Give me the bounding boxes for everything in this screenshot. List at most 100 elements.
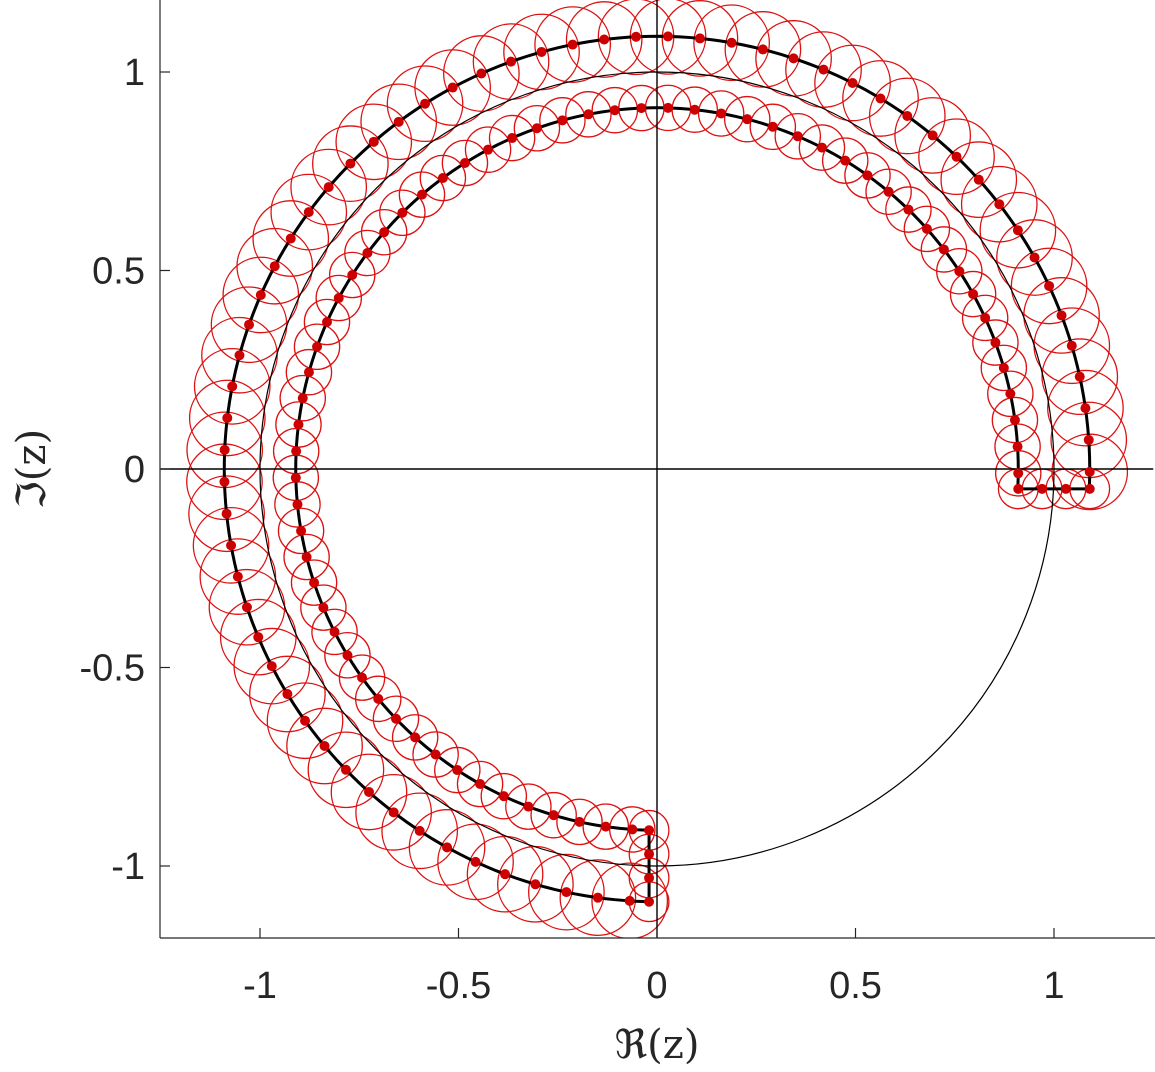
quadrature-point xyxy=(726,37,737,48)
quadrature-point xyxy=(875,93,886,104)
quadrature-point xyxy=(583,109,594,120)
quadrature-point xyxy=(442,842,453,853)
quadrature-circle xyxy=(979,191,1057,269)
quadrature-point xyxy=(742,114,753,125)
quadrature-point xyxy=(234,350,245,361)
quadrature-point xyxy=(483,144,494,155)
y-axis-label: ℑ(z) xyxy=(9,429,55,509)
quadrature-circle xyxy=(466,835,544,913)
y-tick-label: 0 xyxy=(124,449,145,491)
quadrature-circle xyxy=(480,772,528,820)
quadrature-point xyxy=(447,82,458,93)
quadrature-point xyxy=(1005,388,1016,399)
quadrature-circle xyxy=(328,251,376,299)
quadrature-circle xyxy=(865,168,912,216)
y-tick-label: 0.5 xyxy=(92,251,145,293)
x-tick-label: -0.5 xyxy=(426,965,491,1007)
quadrature-point xyxy=(557,115,568,126)
quadrature-circle xyxy=(419,154,467,202)
quadrature-point xyxy=(222,412,233,423)
quadrature-circle xyxy=(996,219,1073,296)
quadrature-point xyxy=(1074,371,1085,382)
quadrature-circle xyxy=(724,11,802,88)
quadrature-circle xyxy=(360,83,438,161)
quadrature-point xyxy=(363,786,374,797)
quadrature-point xyxy=(840,155,851,166)
quadrature-circle xyxy=(354,675,402,723)
quadrature-circle xyxy=(591,862,669,938)
quadrature-circle xyxy=(277,507,325,555)
quadrature-point xyxy=(329,626,340,637)
quadrature-point xyxy=(227,381,238,392)
quadrature-point xyxy=(373,693,384,704)
quadrature-point xyxy=(1037,483,1048,494)
quadrature-point xyxy=(663,102,674,113)
quadrature-circles-layer xyxy=(186,0,1129,938)
quadrature-point xyxy=(297,393,308,404)
quadrature-point xyxy=(523,801,534,812)
quadrature-point xyxy=(470,856,481,867)
quadrature-point xyxy=(530,879,541,890)
quadrature-circle xyxy=(559,859,637,937)
quadrature-point xyxy=(416,189,427,200)
quadrature-point xyxy=(300,715,311,726)
quadrature-point xyxy=(362,248,373,259)
quadrature-point xyxy=(333,293,344,304)
quadrature-point xyxy=(506,56,517,67)
quadrature-circle xyxy=(266,682,344,760)
quadrature-circle xyxy=(330,753,408,831)
quadrature-point xyxy=(390,713,401,724)
quadrature-point xyxy=(241,602,252,613)
quadrature-point xyxy=(420,98,431,109)
quadrature-point xyxy=(1029,252,1040,263)
quadrature-circle xyxy=(488,114,536,162)
quadrature-circle xyxy=(188,475,265,553)
y-tick-label: 1 xyxy=(124,52,145,94)
quadrature-circle xyxy=(528,853,605,931)
quadrature-circle xyxy=(513,104,561,152)
quadrature-circle xyxy=(1041,338,1119,416)
quadrature-circle xyxy=(290,559,338,606)
quadrature-point xyxy=(644,849,655,860)
quadrature-point xyxy=(476,68,487,79)
quadrature-circle xyxy=(1047,369,1124,447)
quadrature-circle xyxy=(408,809,486,886)
quadrature-point xyxy=(357,672,368,683)
quadrature-point xyxy=(414,825,425,836)
quadrature-point xyxy=(219,444,230,455)
quadrature-point xyxy=(663,31,674,42)
quadrature-circle xyxy=(315,274,363,322)
tick-labels-layer: -1 -0.5 0 0.5 1 -1 -0.5 0 0.5 1 xyxy=(80,52,1065,1007)
quadrature-circle xyxy=(565,91,612,138)
quadrature-point xyxy=(636,103,647,114)
quadrature-circle xyxy=(723,95,771,143)
quadrature-point xyxy=(309,577,320,588)
quadrature-circle xyxy=(556,798,603,846)
quadrature-point xyxy=(609,105,620,116)
quadrature-point xyxy=(266,661,277,672)
quadrature-circle xyxy=(279,374,327,422)
quadrature-point xyxy=(219,476,230,487)
quadrature-circle xyxy=(961,294,1009,342)
quadrature-point xyxy=(767,121,778,132)
quadrature-point xyxy=(319,741,330,752)
quadrature-point xyxy=(255,289,266,300)
quadrature-point xyxy=(998,362,1009,373)
quadrature-point xyxy=(1013,483,1024,494)
x-tick-label: 0 xyxy=(646,965,667,1007)
quadrature-circle xyxy=(437,823,514,901)
quadrature-point xyxy=(1013,468,1024,479)
reference-curves-layer xyxy=(160,0,1154,938)
quadrature-point xyxy=(269,261,280,272)
quadrature-circle xyxy=(903,205,951,253)
quadrature-point xyxy=(600,821,611,832)
quadrature-point xyxy=(921,223,932,234)
quadrature-point xyxy=(644,872,655,883)
quadrature-point xyxy=(1084,483,1095,494)
quadrature-circle xyxy=(1023,277,1100,354)
quadrature-point xyxy=(285,233,296,244)
quadrature-circle xyxy=(312,125,389,203)
quadrature-point xyxy=(1060,483,1071,494)
quadrature-circle xyxy=(821,137,869,184)
y-tick-label: -1 xyxy=(111,846,145,888)
